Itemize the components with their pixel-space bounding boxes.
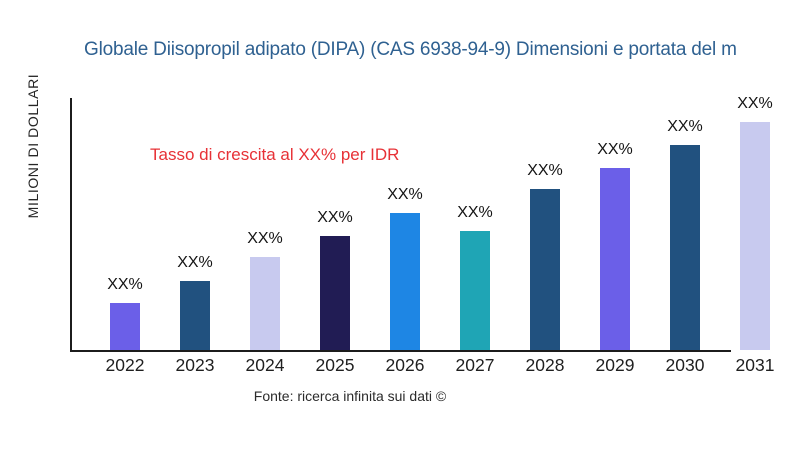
bar-value-2025: XX% (317, 209, 353, 226)
bar-2025 (320, 236, 350, 350)
bar-2028 (530, 189, 560, 350)
chart-title: Globale Diisopropil adipato (DIPA) (CAS … (84, 39, 737, 60)
bar-value-2026: XX% (387, 186, 423, 203)
bar-2026 (390, 213, 420, 350)
bar-value-2024: XX% (247, 230, 283, 247)
x-tick-2031: 2031 (735, 355, 775, 375)
bar-value-2027: XX% (457, 204, 493, 221)
x-tick-2028: 2028 (525, 355, 565, 375)
x-tick-2026: 2026 (385, 355, 425, 375)
bar-2029 (600, 168, 630, 350)
bar-value-2029: XX% (597, 141, 633, 158)
x-axis-line (70, 350, 731, 352)
bar-2022 (110, 303, 140, 350)
bar-value-2023: XX% (177, 254, 213, 271)
bar-2031 (740, 122, 770, 350)
bar-2027 (460, 231, 490, 350)
x-tick-2030: 2030 (665, 355, 705, 375)
bar-2030 (670, 145, 700, 350)
bar-value-2028: XX% (527, 162, 563, 179)
bar-2023 (180, 281, 210, 350)
source-note: Fonte: ricerca infinita sui dati © (253, 388, 447, 404)
x-tick-2022: 2022 (105, 355, 145, 375)
x-tick-2023: 2023 (175, 355, 215, 375)
x-tick-2029: 2029 (595, 355, 635, 375)
bar-value-2022: XX% (107, 276, 143, 293)
bar-value-2031: XX% (737, 95, 773, 112)
y-axis-line (70, 98, 72, 352)
x-tick-2024: 2024 (245, 355, 285, 375)
x-tick-2025: 2025 (315, 355, 355, 375)
growth-rate-annotation: Tasso di crescita al XX% per IDR (150, 145, 400, 164)
bar-value-2030: XX% (667, 118, 703, 135)
x-tick-2027: 2027 (455, 355, 495, 375)
bar-2024 (250, 257, 280, 350)
